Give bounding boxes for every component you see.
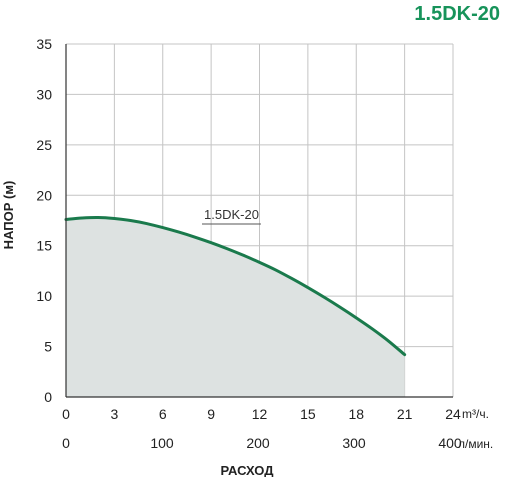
x-axis-label: РАСХОД <box>220 463 274 477</box>
x-tick-label-primary: 6 <box>159 406 167 422</box>
x-tick-label-primary: 24 <box>445 406 461 422</box>
y-tick-label: 25 <box>36 137 52 153</box>
x-tick-label-primary: 21 <box>397 406 413 422</box>
y-tick-label: 5 <box>44 339 52 355</box>
y-tick-label: 20 <box>36 187 52 203</box>
x-tick-label-secondary: 100 <box>150 435 174 451</box>
curve-label: 1.5DK-20 <box>204 207 259 222</box>
x-tick-label-primary: 0 <box>62 406 70 422</box>
area-fill <box>66 217 405 397</box>
x-tick-label-primary: 18 <box>348 406 364 422</box>
y-tick-label: 10 <box>36 288 52 304</box>
x-unit-primary: m³/ч. <box>462 407 489 421</box>
x-tick-label-primary: 12 <box>252 406 268 422</box>
y-tick-labels: 0 5 10 15 20 25 30 35 <box>36 36 52 405</box>
x-tick-label-secondary: 200 <box>246 435 270 451</box>
series-line-1-5dk-20 <box>64 215 407 357</box>
x-tick-label-secondary: 0 <box>62 435 70 451</box>
chart-title: 1.5DK-20 <box>414 3 500 25</box>
y-tick-label: 0 <box>44 389 52 405</box>
x-tick-labels-secondary: 0 100 200 300 400 <box>62 435 462 451</box>
x-tick-label-secondary: 300 <box>342 435 366 451</box>
x-unit-secondary: л/мин. <box>458 437 493 451</box>
x-tick-label-secondary: 400 <box>438 435 462 451</box>
x-tick-labels-primary: 0 3 6 9 12 15 18 21 24 <box>62 406 461 422</box>
y-tick-label: 35 <box>36 36 52 52</box>
x-tick-label-primary: 9 <box>207 406 215 422</box>
y-axis-label: НАПОР (м) <box>1 181 16 250</box>
y-tick-label: 30 <box>36 86 52 102</box>
axis-layer <box>65 44 453 398</box>
y-tick-label: 15 <box>36 238 52 254</box>
x-tick-label-primary: 3 <box>110 406 118 422</box>
x-tick-label-primary: 15 <box>300 406 316 422</box>
